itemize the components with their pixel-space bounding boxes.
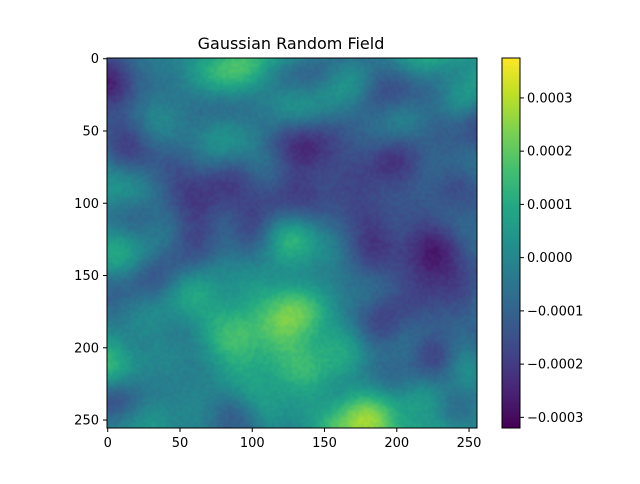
x-tick-label: 100 bbox=[240, 436, 265, 451]
x-tick-label: 50 bbox=[172, 436, 189, 451]
x-axis: 0 50 100 150 200 250 bbox=[104, 428, 482, 451]
colorbar-tick-label: −0.0002 bbox=[527, 358, 583, 373]
y-tick-label: 150 bbox=[74, 269, 99, 284]
y-tick-label: 100 bbox=[74, 197, 99, 212]
x-tick-label: 250 bbox=[457, 436, 482, 451]
heatmap-image bbox=[107, 58, 477, 428]
y-tick-label: 250 bbox=[74, 414, 99, 429]
x-tick-label: 150 bbox=[312, 436, 337, 451]
y-axis: 0 50 100 150 200 250 bbox=[74, 52, 107, 429]
plot-frame bbox=[106, 57, 478, 429]
colorbar-tick-label: 0.0002 bbox=[527, 145, 573, 160]
plot-area bbox=[106, 57, 478, 429]
colorbar-tick-label: 0.0000 bbox=[527, 251, 573, 266]
y-tick-label: 0 bbox=[91, 52, 99, 67]
colorbar-scale bbox=[501, 57, 521, 429]
chart-title: Gaussian Random Field bbox=[198, 34, 385, 53]
colorbar-tick-label: −0.0003 bbox=[527, 411, 583, 426]
x-tick-label: 0 bbox=[104, 436, 112, 451]
x-tick-label: 200 bbox=[384, 436, 409, 451]
y-tick-label: 50 bbox=[82, 124, 99, 139]
colorbar: −0.0003 −0.0002 −0.0001 0.0000 0.0001 0.0002 0… bbox=[501, 57, 583, 429]
colorbar-tick-label: 0.0003 bbox=[527, 91, 573, 106]
colorbar-tick-label: −0.0001 bbox=[527, 304, 583, 319]
y-tick-label: 200 bbox=[74, 341, 99, 356]
colorbar-tick-label: 0.0001 bbox=[527, 198, 573, 213]
